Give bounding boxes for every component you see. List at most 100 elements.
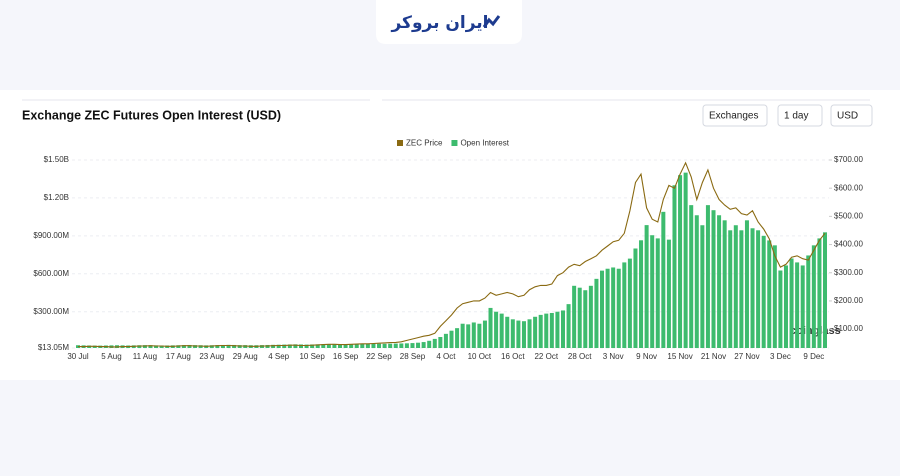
y-tick-label: $600.00M: [33, 269, 69, 278]
bar: [455, 328, 460, 348]
bar: [388, 343, 393, 348]
bar: [650, 235, 655, 348]
x-tick-label: 29 Aug: [233, 352, 258, 361]
button-label[interactable]: USD: [837, 111, 858, 122]
bar: [789, 258, 794, 348]
logo-text: ایران بروکر: [390, 13, 488, 33]
y2-tick-label: $600.00: [834, 183, 863, 192]
bar: [287, 344, 292, 348]
bar: [148, 345, 153, 348]
bar: [354, 343, 359, 348]
bar: [449, 330, 454, 348]
bar: [438, 337, 443, 348]
bar: [516, 320, 521, 348]
bar: [321, 344, 326, 348]
bar: [181, 345, 186, 348]
bar: [220, 344, 225, 348]
button-label[interactable]: 1 day: [784, 111, 808, 122]
bar: [282, 344, 287, 348]
y2-tick-label: $500.00: [834, 211, 863, 220]
x-tick-label: 9 Dec: [803, 352, 824, 361]
bar: [404, 343, 409, 348]
x-tick-label: 17 Aug: [166, 352, 191, 361]
bar: [767, 240, 772, 348]
x-tick-label: 4 Sep: [268, 352, 289, 361]
bar: [678, 175, 683, 348]
bar: [477, 323, 482, 348]
bar: [399, 343, 404, 348]
bar: [544, 313, 549, 348]
x-tick-label: 16 Sep: [333, 352, 359, 361]
bar: [304, 344, 309, 348]
logo-icon: [482, 15, 501, 28]
bar: [694, 215, 699, 348]
x-tick-label: 9 Nov: [636, 352, 657, 361]
bar: [393, 343, 398, 348]
bar: [566, 304, 571, 348]
bar: [622, 262, 627, 348]
bar: [817, 238, 822, 348]
bar: [466, 324, 471, 348]
bar: [739, 230, 744, 348]
bar: [198, 345, 203, 348]
bar: [410, 343, 415, 348]
bar: [577, 287, 582, 348]
bar: [471, 322, 476, 348]
bar: [505, 316, 510, 348]
bar: [689, 205, 694, 348]
bar: [683, 172, 688, 348]
button-label[interactable]: Exchanges: [709, 111, 758, 122]
y2-tick-label: $700.00: [834, 155, 863, 164]
bar: [293, 344, 298, 348]
x-tick-label: 28 Sep: [400, 352, 426, 361]
bar: [226, 344, 231, 348]
bar: [271, 344, 276, 348]
bar: [338, 344, 343, 348]
bar: [722, 220, 727, 348]
bar: [822, 232, 828, 348]
bar: [700, 225, 705, 348]
y-tick-label: $900.00M: [33, 231, 69, 240]
bar: [159, 345, 164, 348]
currency-button[interactable]: [830, 104, 873, 127]
bar: [298, 344, 303, 348]
bar: [633, 248, 638, 348]
bar: [778, 270, 783, 348]
bar: [806, 255, 811, 348]
bar: [416, 342, 421, 348]
x-tick-label: 28 Oct: [568, 352, 592, 361]
exchanges-button[interactable]: [702, 104, 768, 127]
bar: [800, 265, 805, 348]
bar: [382, 343, 387, 348]
bar: [215, 345, 220, 348]
y-tick-label: $300.00M: [33, 307, 69, 316]
interval-button[interactable]: [777, 104, 823, 127]
bar: [137, 345, 142, 348]
bar: [717, 215, 722, 348]
bar: [232, 344, 237, 348]
y2-tick-label: $300.00: [834, 268, 863, 277]
x-tick-label: 30 Jul: [67, 352, 89, 361]
bar: [728, 230, 733, 348]
x-tick-label: 10 Sep: [299, 352, 325, 361]
bar: [371, 343, 376, 348]
x-tick-label: 5 Aug: [101, 352, 121, 361]
bar: [533, 316, 538, 348]
bar: [555, 311, 560, 348]
bar: [510, 319, 515, 348]
x-tick-label: 16 Oct: [501, 352, 525, 361]
bar: [811, 245, 816, 348]
bar: [756, 230, 761, 348]
bar: [187, 344, 192, 348]
bar: [343, 344, 348, 348]
bar: [772, 245, 777, 348]
bar: [432, 338, 437, 348]
bar: [639, 240, 644, 348]
bar: [154, 345, 159, 348]
bar: [276, 344, 281, 348]
price-line: [78, 161, 826, 348]
bar: [783, 265, 788, 348]
bar: [795, 262, 800, 348]
